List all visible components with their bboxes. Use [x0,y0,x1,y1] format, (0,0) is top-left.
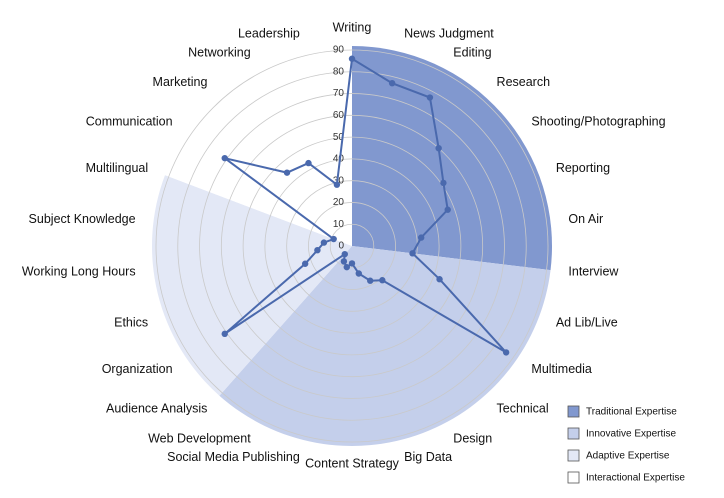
sector [164,46,352,246]
data-point [436,276,443,283]
category-label: Editing [453,45,491,59]
legend-swatch [567,449,580,462]
data-point [409,250,416,257]
grid-circle [220,114,484,378]
data-point [314,247,321,254]
legend-label: Traditional Expertise [586,407,677,418]
grid-circle [199,93,505,399]
data-point [355,270,362,277]
category-label: On Air [568,212,603,226]
category-label: Multimedia [531,362,591,376]
legend-swatch [567,427,580,440]
data-point [221,330,228,338]
r-tick-label: 50 [333,132,345,143]
data-point [367,277,374,284]
data-point [417,234,425,241]
data-point [502,349,510,356]
data-point [426,94,434,101]
data-point [379,277,386,284]
r-tick-label: 60 [333,110,345,121]
category-label: Communication [86,114,173,128]
legend-swatch [567,405,580,418]
grid-circle [177,71,527,421]
data-point [320,239,328,246]
data-point [348,260,356,267]
category-label: Big Data [404,450,452,464]
category-label: Leadership [238,27,300,41]
category-label: Writing [333,20,372,34]
category-label: Interview [568,265,619,279]
data-point [444,206,451,213]
category-label: Organization [102,362,173,376]
r-tick-label: 30 [333,175,345,186]
grid-circle [264,158,440,334]
category-label: Audience Analysis [106,401,207,415]
r-tick-label: 10 [333,219,345,230]
legend-swatch [567,471,580,484]
grid-circle [155,49,549,443]
r-tick-label: 20 [333,197,345,208]
data-point [340,258,348,265]
r-tick-label: 40 [333,154,345,165]
category-label: Content Strategy [305,456,400,470]
r-tick-label: 80 [333,66,345,77]
data-point [343,263,350,271]
sector [219,246,551,446]
category-label: Technical [497,401,549,415]
r-tick-label: 90 [333,45,345,56]
category-label: Subject Knowledge [29,212,136,226]
sector [152,175,352,396]
category-label: Marketing [153,75,208,89]
grid-circle [329,223,375,269]
category-label: Ethics [114,316,148,330]
category-label: Ad Lib/Live [556,316,618,330]
data-point [333,181,341,188]
data-point [348,55,356,62]
data-point [330,235,337,243]
grid-circle [242,136,462,356]
data-point [435,144,442,152]
category-label: Shooting/Photographing [531,114,665,128]
legend-label: Interactional Expertise [586,473,685,484]
category-label: Multilingual [86,161,149,175]
category-label: Reporting [556,161,610,175]
category-label: News Judgment [404,27,494,41]
data-point [305,159,312,167]
data-point [440,179,447,187]
category-label: Design [453,431,492,445]
r-tick-label: 70 [333,88,345,99]
data-point [301,260,309,267]
category-label: Social Media Publishing [167,450,300,464]
category-label: Working Long Hours [22,265,136,279]
grid-circle [308,202,396,290]
legend-label: Adaptive Expertise [586,451,670,462]
category-label: Networking [188,45,251,59]
legend-label: Innovative Expertise [586,429,676,440]
data-point [341,250,348,258]
data-point [283,169,291,176]
data-point [221,154,228,162]
r-tick-label: 0 [338,241,344,252]
data-point [388,79,396,87]
category-label: Web Development [148,431,251,445]
category-label: Research [497,75,551,89]
